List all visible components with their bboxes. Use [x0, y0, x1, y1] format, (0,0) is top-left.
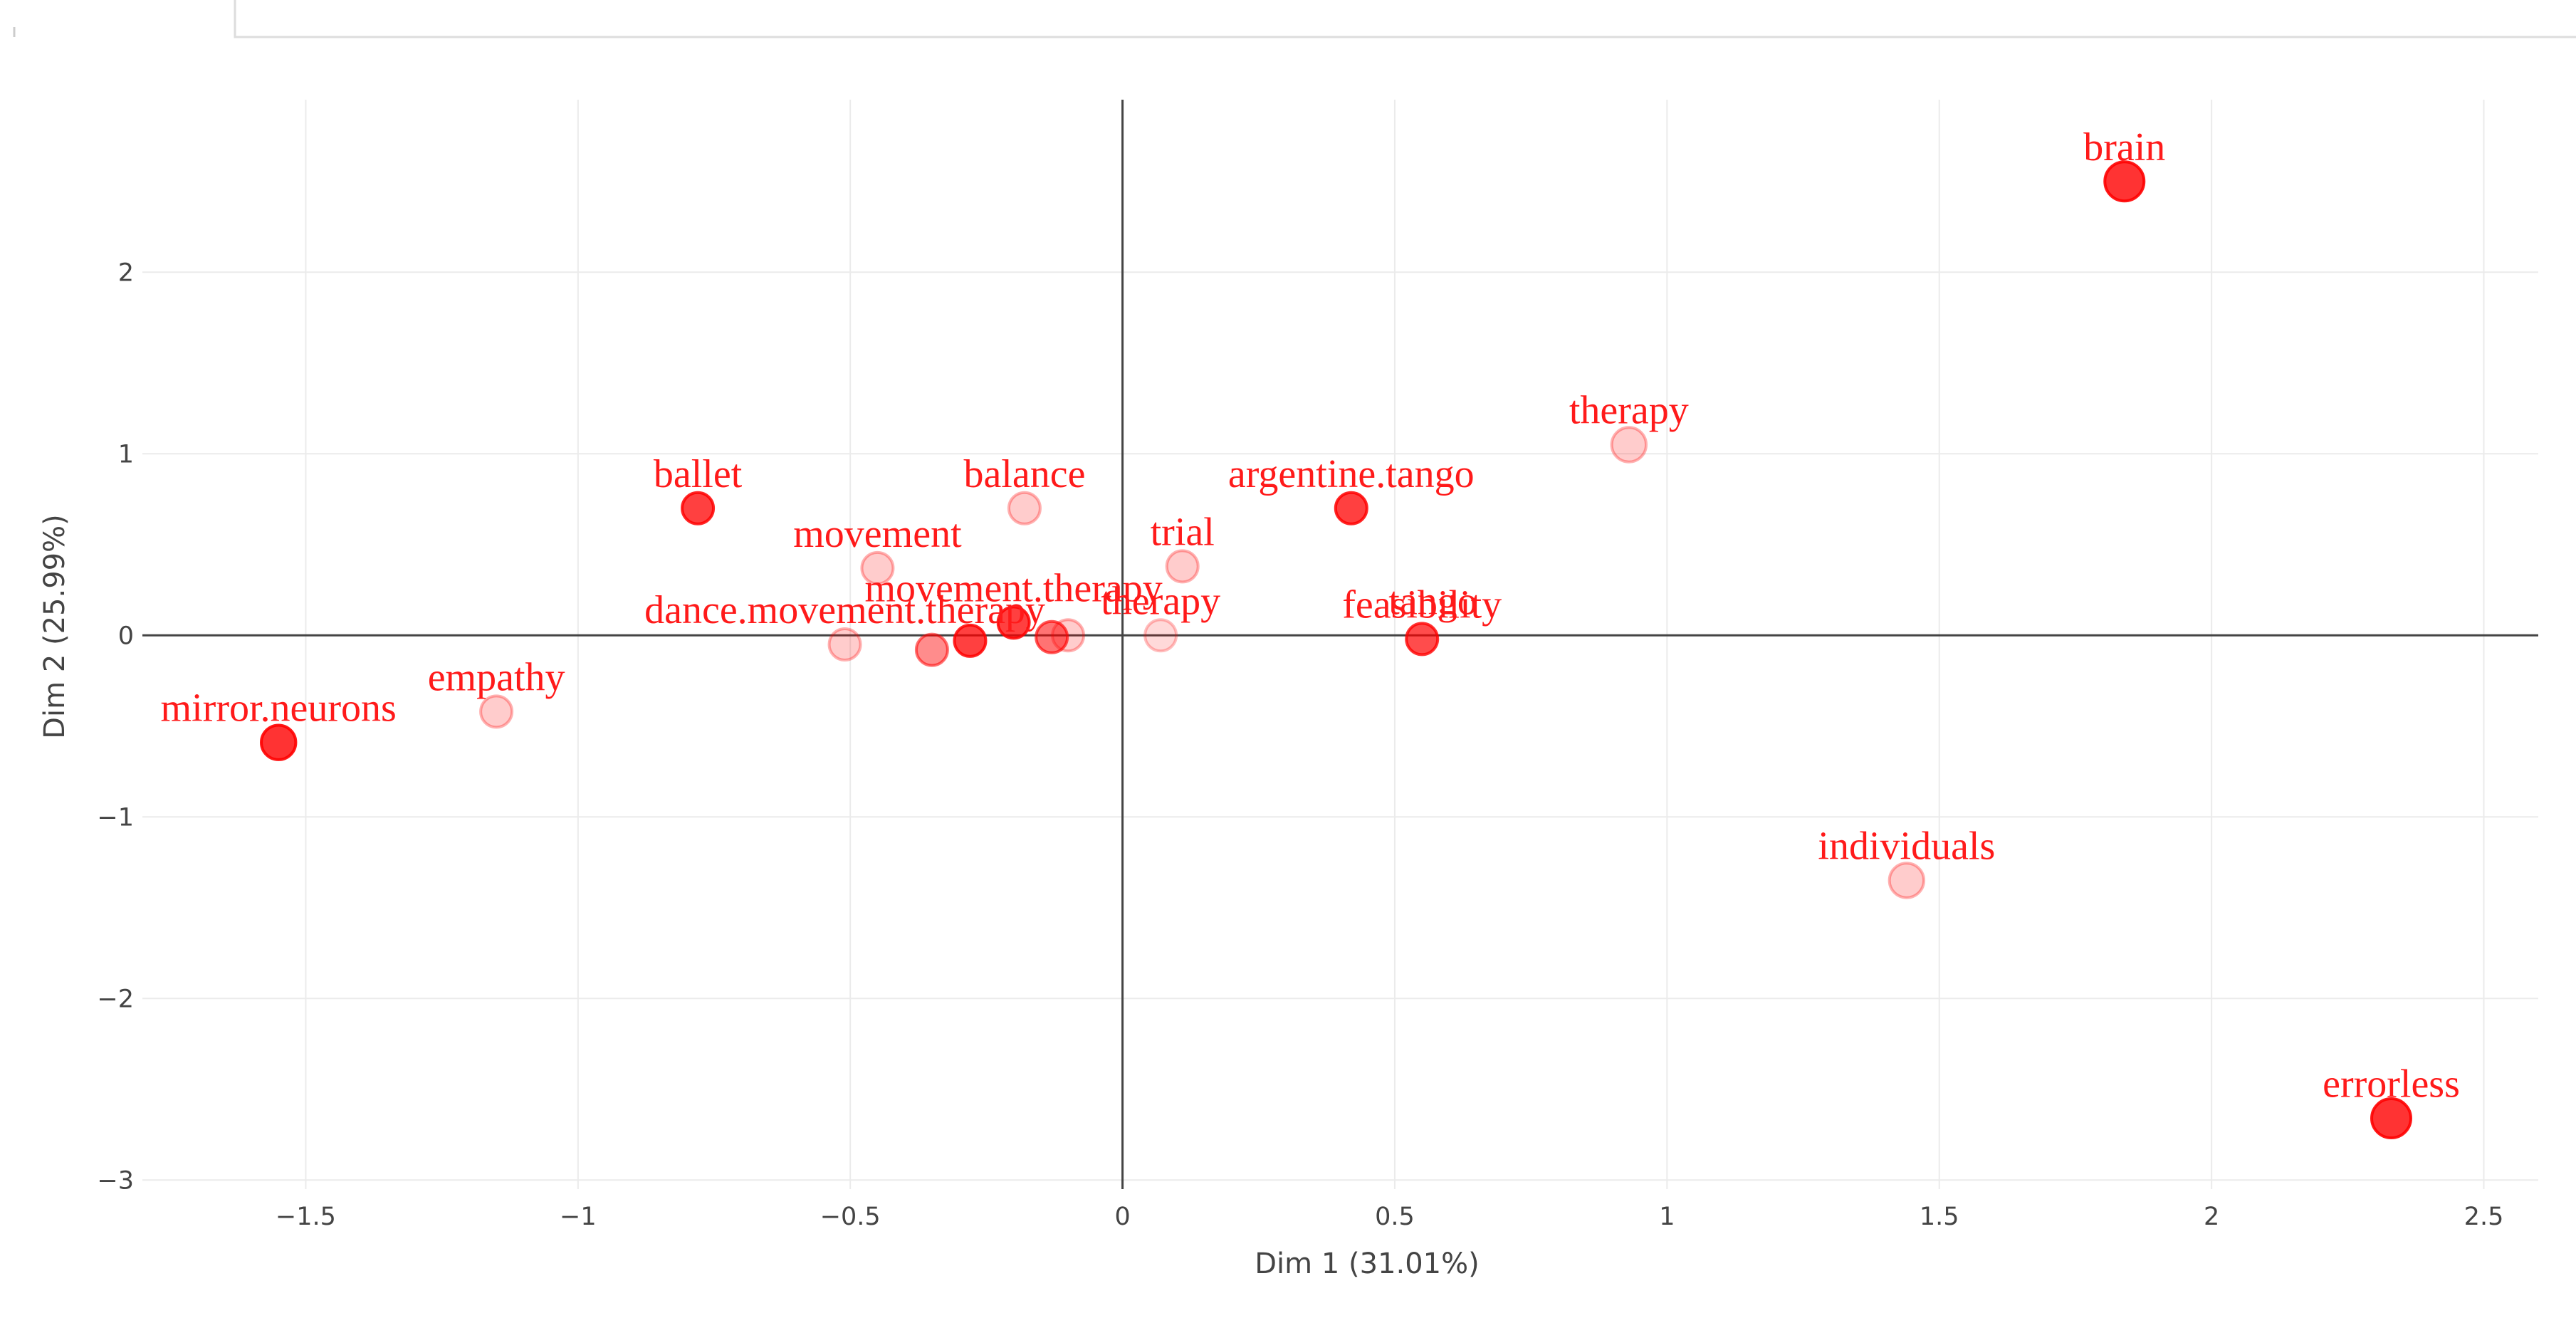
data-point: [1035, 619, 1069, 654]
x-tick-label: 2: [2204, 1203, 2219, 1231]
data-point: [914, 632, 949, 667]
data-point: [996, 605, 1031, 640]
y-tick-label: 0: [118, 622, 134, 650]
point-label: brain: [2083, 125, 2165, 169]
top-frame: [13, 0, 2576, 38]
x-tick-label: 0: [1114, 1203, 1130, 1231]
point-label: tango: [1388, 579, 1477, 623]
data-point: [1165, 549, 1200, 584]
point-label: ballet: [654, 452, 743, 496]
x-tick-label: 1: [1659, 1203, 1675, 1231]
data-point: [1888, 862, 1926, 899]
data-point: [1405, 622, 1440, 657]
point-label: empathy: [428, 655, 565, 699]
data-point: [259, 723, 298, 761]
data-point: [2103, 160, 2146, 203]
y-tick-label: −2: [97, 985, 134, 1013]
point-label: balance: [963, 452, 1085, 496]
point-label: feasibility: [1342, 582, 1502, 627]
point-label: trial: [1151, 510, 1215, 554]
point-label: argentine.tango: [1228, 452, 1475, 496]
data-point: [953, 623, 988, 658]
grid: [142, 100, 2538, 1189]
data-point: [860, 550, 895, 585]
x-tick-label: 1.5: [1920, 1203, 1959, 1231]
point-label: errorless: [2323, 1062, 2460, 1107]
x-axis-title: Dim 1 (31.01%): [1255, 1248, 1480, 1280]
point-label: therapy: [1569, 389, 1689, 433]
data-point: [1334, 491, 1368, 525]
x-tick-label: 2.5: [2464, 1203, 2504, 1231]
point-labels: brain therapy ballet balance argentine.tango…: [161, 125, 2460, 1107]
x-tick-label: 0.5: [1375, 1203, 1415, 1231]
data-point: [681, 491, 716, 525]
x-tick-label: −1.5: [276, 1203, 336, 1231]
y-tick-label: 1: [118, 440, 134, 469]
data-point: [827, 627, 862, 661]
x-tick-label: −0.5: [820, 1203, 881, 1231]
data-point: [479, 694, 514, 729]
point-label: therapy: [1101, 579, 1220, 623]
point-label: movement.therapy: [864, 566, 1162, 610]
y-axis-title: Dim 2 (25.99%): [38, 514, 71, 739]
data-point: [1143, 618, 1178, 653]
data-point: [2370, 1097, 2413, 1140]
point-label: mirror.neurons: [161, 686, 397, 731]
data-point: [1610, 426, 1648, 464]
data-points: [259, 160, 2413, 1140]
point-label: individuals: [1818, 825, 1995, 869]
y-tick-label: −1: [97, 803, 134, 832]
x-tick-label: −1: [560, 1203, 597, 1231]
axes: −1.5 −1 −0.5 0 0.5 1 1.5 2 2.5 −3 −2 −1 0 1 2: [97, 100, 2538, 1231]
point-label: movement: [793, 512, 962, 556]
data-point: [1051, 618, 1086, 653]
point-label: dance.movement.therapy: [644, 588, 1045, 632]
y-tick-label: −3: [97, 1166, 134, 1195]
data-point: [1007, 491, 1042, 525]
y-tick-label: 2: [118, 258, 134, 287]
